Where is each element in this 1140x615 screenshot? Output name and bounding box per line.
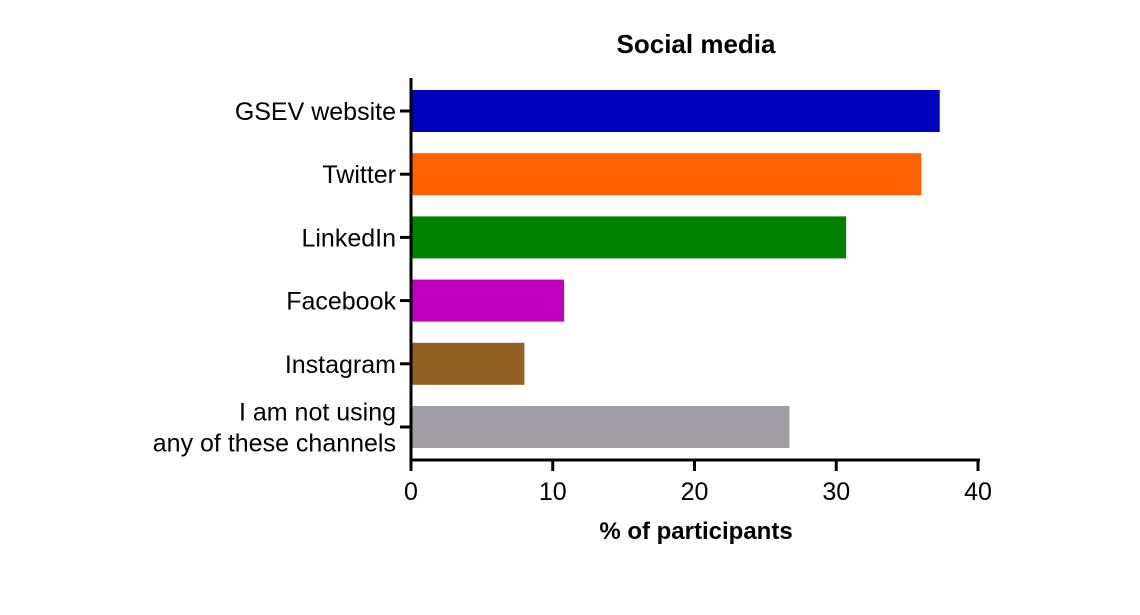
axes-layer <box>409 78 980 462</box>
x-tick-label-4: 40 <box>964 478 992 506</box>
category-label-3: Facebook <box>286 288 396 316</box>
category-label-4: Instagram <box>285 351 396 379</box>
category-label-0: GSEV website <box>235 98 396 126</box>
x-tick-label-1: 10 <box>539 478 567 506</box>
category-label-2: LinkedIn <box>301 224 396 252</box>
category-label-5-line-1: any of these channels <box>153 430 396 458</box>
chart-title: Social media <box>617 29 776 59</box>
bars-layer <box>411 90 940 448</box>
bar-0 <box>411 90 940 132</box>
x-tick-label-2: 20 <box>681 478 709 506</box>
x-tick-label-3: 30 <box>822 478 850 506</box>
x-tick-label-0: 0 <box>404 478 418 506</box>
x-axis-title: % of participants <box>599 518 792 545</box>
bar-3 <box>411 279 565 322</box>
y-ticks-layer: GSEV website Twitter LinkedIn Facebook Insta… <box>153 98 411 458</box>
x-ticks-layer: 0 10 20 30 40 <box>404 460 992 506</box>
bar-5 <box>411 406 790 448</box>
bar-2 <box>411 216 847 259</box>
bar-4 <box>411 342 525 385</box>
category-label-1: Twitter <box>322 161 396 189</box>
bar-1 <box>411 153 922 196</box>
category-label-5-line-0: I am not using <box>239 399 396 427</box>
